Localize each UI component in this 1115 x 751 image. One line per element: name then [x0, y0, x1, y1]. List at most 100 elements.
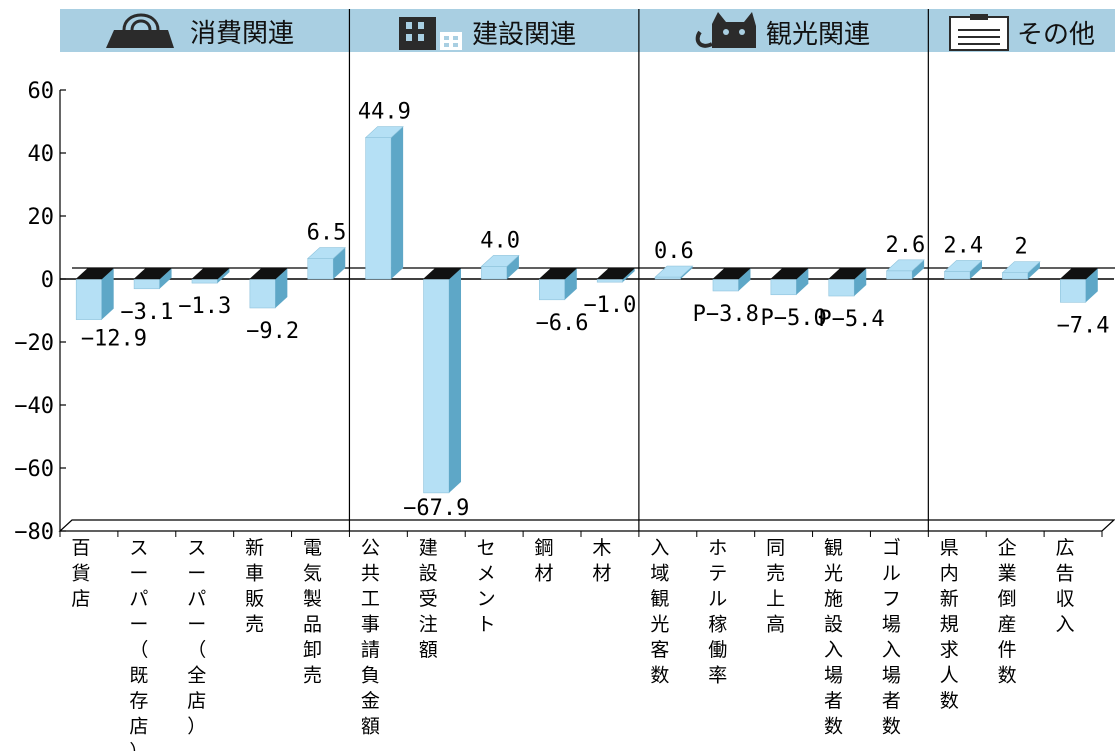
bar-top [191, 267, 231, 280]
bar-front [481, 266, 508, 280]
bar-front [191, 278, 218, 284]
bar-top [1001, 261, 1041, 273]
data-label: 0.6 [654, 239, 694, 264]
svg-text:観光施設入場者数: 観光施設入場者数 [824, 537, 843, 738]
svg-text:スーパー（既存店）: スーパー（既存店） [129, 537, 148, 751]
svg-text:入域観光客数: 入域観光客数 [650, 537, 669, 687]
category-label: セメント [477, 537, 496, 636]
data-label: 2.4 [943, 233, 983, 258]
bar-side [796, 268, 809, 295]
header-icons [106, 12, 1009, 51]
bar-top [885, 259, 925, 272]
category-label: 観光施設入場者数 [824, 537, 843, 738]
bar [538, 267, 578, 301]
data-label: −6.6 [536, 311, 589, 336]
bar [75, 267, 115, 320]
bar [827, 267, 868, 297]
shopping-bag-icon [106, 13, 174, 48]
panel-title-construction: 建設関連 [472, 20, 576, 50]
svg-text:ゴルフ場入場者数: ゴルフ場入場者数 [882, 537, 901, 738]
bar-side [854, 268, 867, 297]
svg-text:広告収入: 広告収入 [1056, 537, 1075, 636]
svg-text:同売上高: 同売上高 [766, 537, 785, 636]
data-label: −1.3 [178, 294, 231, 319]
bar-front [539, 278, 566, 301]
bar-side [738, 268, 751, 291]
bar-top [75, 267, 115, 280]
data-label: 2.6 [886, 233, 926, 258]
bar-top [364, 126, 404, 138]
category-label: ホテル稼働率 [708, 537, 727, 687]
bar-side [449, 268, 462, 493]
bar [133, 267, 173, 290]
svg-text:百貨店: 百貨店 [71, 537, 90, 610]
y-tick-label: −60 [14, 457, 54, 482]
bar-front [1060, 278, 1087, 303]
data-label: −12.9 [81, 327, 147, 352]
category-label: 建設受注額 [419, 537, 438, 661]
bar-side [275, 268, 288, 308]
bar-top [480, 255, 520, 267]
svg-text:木材: 木材 [592, 537, 611, 585]
category-label: 同売上高 [766, 537, 785, 636]
category-label: スーパー（全店） [187, 537, 206, 738]
bar-front [133, 278, 160, 290]
bar-side [159, 268, 172, 289]
data-label: P−3.8 [693, 302, 759, 327]
bar-side [564, 268, 577, 300]
svg-text:企業倒産件数: 企業倒産件数 [998, 537, 1017, 687]
bar [1001, 261, 1041, 280]
bar [712, 267, 752, 292]
bar [943, 260, 983, 280]
cat-icon [695, 12, 756, 48]
panel-title-other: その他 [1017, 20, 1095, 50]
y-tick-label: 60 [28, 79, 55, 104]
category-label: 電気製品卸売 [303, 537, 322, 687]
category-label: 県内新規求人数 [940, 537, 959, 712]
bar-side [506, 255, 519, 279]
y-tick-label: 0 [41, 268, 54, 293]
bar-side [333, 247, 346, 279]
bar-side [217, 268, 230, 284]
bar [885, 259, 925, 280]
bar-top [249, 267, 289, 280]
data-label: 44.9 [358, 100, 411, 125]
bar-top [596, 267, 636, 280]
bar-top [770, 267, 810, 280]
bar-front [249, 278, 276, 309]
category-label: 入域観光客数 [650, 537, 669, 687]
data-labels: −12.9−3.1 −1.3 −9.2 6.5 44.9 −67.9 4.0 −6.6−1.0… [81, 100, 1110, 521]
data-label: −1.0 [583, 293, 636, 318]
data-label: 6.5 [307, 221, 347, 246]
document-icon [949, 14, 1009, 51]
bar-front [944, 271, 971, 280]
bar [306, 247, 347, 280]
x-axis-floor [58, 519, 1115, 532]
bar-front [596, 278, 623, 283]
bar-side [622, 268, 635, 283]
bar-top [422, 267, 462, 280]
category-label: スーパー（既存店） [129, 537, 148, 751]
bar-front [75, 278, 102, 320]
bar-front [423, 278, 450, 494]
bar-front [828, 278, 855, 297]
bar-top [827, 267, 868, 280]
category-label: 広告収入 [1056, 537, 1075, 636]
data-label: 2 [1015, 235, 1028, 260]
category-label: ゴルフ場入場者数 [882, 537, 901, 738]
category-label: 新車販売 [245, 537, 264, 636]
y-tick-label: 40 [28, 142, 55, 167]
bar [480, 255, 520, 280]
bar [191, 267, 231, 284]
bar-front [307, 258, 334, 280]
bar [422, 267, 462, 494]
svg-text:建設受注額: 建設受注額 [419, 537, 438, 661]
svg-text:新車販売: 新車販売 [245, 537, 264, 636]
header-band [60, 9, 1115, 52]
category-label: 鋼材 [535, 537, 554, 585]
svg-text:公共工事請負金額: 公共工事請負金額 [361, 537, 380, 738]
bar [364, 126, 404, 280]
bars [75, 126, 1099, 494]
bar-top [538, 267, 578, 280]
